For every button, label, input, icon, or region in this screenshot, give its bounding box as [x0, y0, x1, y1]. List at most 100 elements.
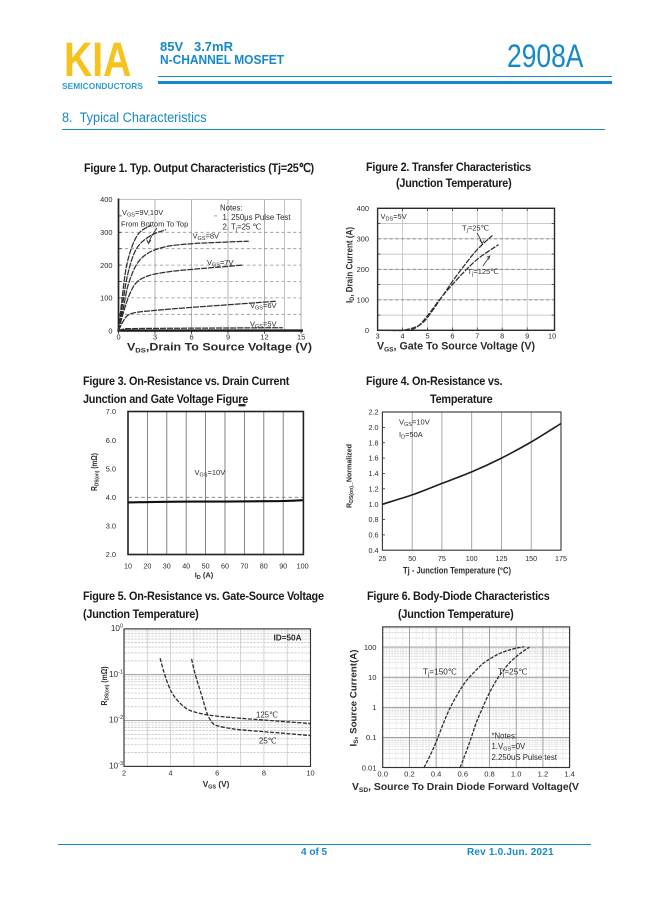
svg-text:2: 2: [122, 769, 126, 778]
svg-text:0: 0: [116, 332, 120, 341]
svg-text:10: 10: [548, 331, 556, 340]
svg-text:0.6: 0.6: [369, 531, 379, 540]
svg-text:1. 250μs Pulse Test: 1. 250μs Pulse Test: [223, 213, 292, 222]
svg-text:8: 8: [262, 769, 266, 778]
svg-text:10-3: 10-3: [109, 761, 123, 771]
svg-text:Tj=25℃: Tj=25℃: [498, 668, 527, 678]
svg-text:0.0: 0.0: [377, 770, 388, 779]
svg-text:175: 175: [555, 554, 567, 563]
svg-text:60: 60: [221, 562, 229, 571]
svg-text:15: 15: [297, 332, 305, 341]
svg-text:30: 30: [163, 562, 171, 571]
svg-text:0.01: 0.01: [362, 763, 377, 772]
svg-text:1.4: 1.4: [564, 770, 575, 779]
svg-text:25: 25: [378, 554, 386, 563]
svg-text:0.1: 0.1: [366, 733, 377, 742]
svg-text:3.0: 3.0: [106, 522, 116, 531]
svg-text:3: 3: [153, 332, 157, 341]
svg-text:VGS, Gate To Source Voltage (: VGS, Gate To Source Voltage (V): [377, 341, 535, 354]
svg-text:12: 12: [260, 332, 268, 341]
svg-text:7.0: 7.0: [106, 407, 116, 416]
svg-text:Tj=125℃: Tj=125℃: [468, 267, 500, 277]
svg-text:5: 5: [425, 331, 429, 340]
svg-text:VGS=7V: VGS=7V: [207, 258, 234, 268]
svg-text:6: 6: [450, 331, 454, 340]
svg-text:1.2: 1.2: [538, 770, 549, 779]
svg-text:VGS=10V: VGS=10V: [195, 468, 226, 478]
svg-text:200: 200: [100, 261, 112, 270]
svg-text:ID (A): ID (A): [195, 571, 214, 581]
svg-text:IS, Source Current(A): IS, Source Current(A): [349, 649, 360, 746]
svg-text:100: 100: [111, 624, 123, 634]
svg-text:Tj=150℃: Tj=150℃: [423, 668, 457, 678]
svg-text:1.2: 1.2: [369, 484, 379, 493]
svg-text:From Bottom To Top: From Bottom To Top: [121, 220, 188, 229]
svg-text:VGS=5V: VGS=5V: [250, 320, 277, 330]
svg-text:0.4: 0.4: [369, 546, 379, 555]
svg-text:125: 125: [496, 554, 508, 563]
svg-text:VDS=5V: VDS=5V: [381, 212, 407, 222]
svg-text:VGS=6V: VGS=6V: [250, 301, 277, 311]
svg-text:VGS (V): VGS (V): [203, 780, 230, 790]
svg-text:Tj=25℃: Tj=25℃: [462, 224, 490, 234]
svg-text:ID=50A: ID=50A: [399, 430, 423, 440]
svg-text:200: 200: [357, 265, 369, 274]
svg-text:0: 0: [108, 326, 112, 335]
svg-text:75: 75: [438, 554, 446, 563]
svg-text:6.0: 6.0: [106, 436, 116, 445]
svg-text:1.4: 1.4: [369, 469, 379, 478]
svg-text:1.0: 1.0: [369, 500, 379, 509]
svg-text:1.0: 1.0: [511, 770, 522, 779]
svg-text:100: 100: [364, 643, 377, 652]
svg-text:5.0: 5.0: [106, 464, 116, 473]
svg-text:4: 4: [169, 769, 173, 778]
svg-text:1: 1: [372, 703, 376, 712]
svg-text:150: 150: [525, 554, 537, 563]
svg-text:2.250uS Pulse test: 2.250uS Pulse test: [492, 753, 558, 762]
svg-text:1.8: 1.8: [369, 438, 379, 447]
svg-text:6: 6: [215, 769, 219, 778]
svg-text:20: 20: [143, 562, 151, 571]
svg-text:10-2: 10-2: [109, 715, 123, 725]
svg-text:100: 100: [466, 554, 478, 563]
svg-text:VGS=10V: VGS=10V: [399, 418, 430, 428]
svg-text:8: 8: [500, 331, 504, 340]
svg-text:0.8: 0.8: [369, 515, 379, 524]
svg-text:2. Tj=25 ℃: 2. Tj=25 ℃: [223, 223, 262, 233]
svg-text:100: 100: [100, 294, 112, 303]
svg-text:125℃: 125℃: [256, 711, 278, 720]
svg-text:0.6: 0.6: [458, 770, 469, 779]
svg-text:50: 50: [202, 562, 210, 571]
svg-text:9: 9: [525, 331, 529, 340]
svg-text:VGS=8V: VGS=8V: [193, 232, 220, 242]
svg-text:Notes:: Notes:: [220, 204, 243, 213]
svg-text:10: 10: [124, 562, 132, 571]
svg-text:VGS=9V,10V: VGS=9V,10V: [122, 208, 163, 218]
svg-text:*Notes:: *Notes:: [492, 732, 518, 741]
svg-text:0: 0: [365, 326, 369, 335]
svg-text:100: 100: [297, 562, 309, 571]
svg-text:80: 80: [260, 562, 268, 571]
svg-text:7: 7: [475, 331, 479, 340]
svg-text:Tj - Junction Temperature (°C): Tj - Junction Temperature (°C): [403, 566, 511, 576]
svg-text:25℃: 25℃: [259, 737, 277, 746]
svg-text:100: 100: [357, 296, 369, 305]
svg-text:2.0: 2.0: [369, 423, 379, 432]
svg-text:1.6: 1.6: [369, 454, 379, 463]
svg-text:VSD, Source To Drain Diode For: VSD, Source To Drain Diode Forward Volta…: [352, 782, 579, 794]
svg-text:50: 50: [408, 554, 416, 563]
svg-text:40: 40: [182, 562, 190, 571]
svg-text:1.VGS=0V: 1.VGS=0V: [492, 742, 527, 752]
svg-text:10: 10: [368, 673, 376, 682]
svg-text:90: 90: [279, 562, 287, 571]
svg-text:0.2: 0.2: [404, 770, 415, 779]
svg-text:4: 4: [400, 331, 404, 340]
svg-text:RDS(on) (mΩ): RDS(on) (mΩ): [100, 666, 110, 705]
svg-text:10: 10: [306, 769, 314, 778]
svg-text:400: 400: [357, 204, 369, 213]
svg-text:6: 6: [189, 332, 193, 341]
svg-text:300: 300: [357, 235, 369, 244]
svg-text:10-1: 10-1: [109, 669, 123, 679]
svg-text:RDS(on) (mΩ): RDS(on) (mΩ): [90, 453, 100, 491]
svg-text:4.0: 4.0: [106, 493, 116, 502]
